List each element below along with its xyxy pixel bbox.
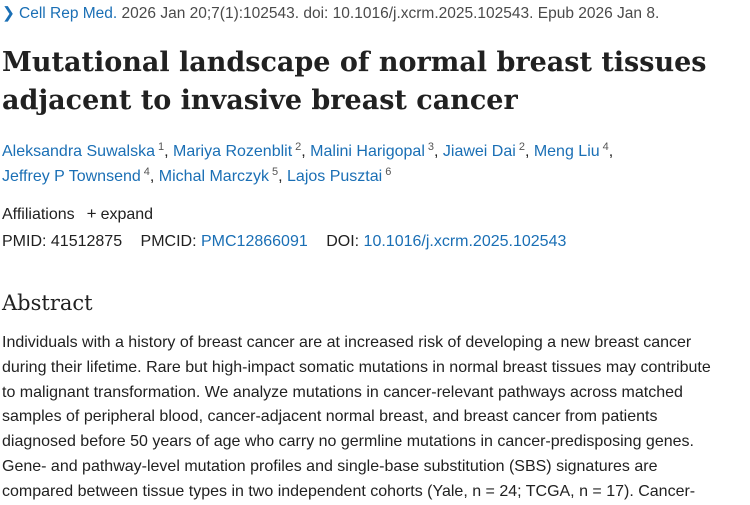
affiliation-ref[interactable]: 2 <box>295 141 302 153</box>
abstract-text: Individuals with a history of breast can… <box>2 331 750 505</box>
author-link[interactable]: Lajos Pusztai 6 <box>287 166 392 186</box>
title-line-1: Mutational landscape of normal breast ti… <box>2 47 707 78</box>
citation-line: ❯ Cell Rep Med. 2026 Jan 20;7(1):102543. … <box>2 3 748 25</box>
author-list: Aleksandra Suwalska 1, Mariya Rozenblit 2,… <box>2 141 614 186</box>
chevron-right-icon[interactable]: ❯ <box>2 5 15 22</box>
affiliation-ref[interactable]: 6 <box>385 166 392 178</box>
affiliation-ref[interactable]: 4 <box>143 166 150 178</box>
affiliation-ref[interactable]: 5 <box>272 166 279 178</box>
pmid-value: 41512875 <box>50 233 123 250</box>
pmcid-label: PMCID: <box>140 233 197 250</box>
abstract-line: Individuals with a history of breast can… <box>2 334 692 351</box>
doi-link[interactable]: 10.1016/j.xcrm.2025.102543 <box>363 233 567 250</box>
affiliation-ref[interactable]: 4 <box>602 141 609 153</box>
plus-icon: + <box>86 204 97 223</box>
abstract-line: Gene- and pathway-level mutation profile… <box>2 457 658 475</box>
affiliation-ref[interactable]: 1 <box>157 141 165 153</box>
author-link[interactable]: Michal Marczyk 5 <box>158 166 279 186</box>
author-link[interactable]: Meng Liu 4 <box>533 141 609 161</box>
abstract-line: diagnosed before 50 years of age who car… <box>2 433 694 451</box>
doi-label: DOI: <box>326 233 360 250</box>
affiliation-ref[interactable]: 3 <box>427 141 434 153</box>
citation-details: 2026 Jan 20;7(1):102543. doi: 10.1016/j.… <box>121 5 660 22</box>
affiliations-toggle[interactable]: Affiliations + expand <box>2 203 153 226</box>
author-link[interactable]: Mariya Rozenblit 2 <box>172 141 302 161</box>
abstract-line: samples of peripheral blood, cancer-adja… <box>2 408 658 426</box>
author-link[interactable]: Malini Harigopal 3 <box>310 141 434 161</box>
journal-link[interactable]: Cell Rep Med. <box>19 5 118 22</box>
author-link[interactable]: Jiawei Dai 2 <box>442 141 525 161</box>
identifier-row: PMID: 41512875 PMCID: PMC12866091 DOI: 1… <box>2 231 566 253</box>
abstract-heading: Abstract <box>2 291 93 315</box>
abstract-line: during their lifetime. Rare but high-imp… <box>2 358 711 376</box>
abstract-line: to malignant transformation. We analyze … <box>2 383 683 401</box>
author-link[interactable]: Aleksandra Suwalska 1 <box>2 141 165 161</box>
author-link[interactable]: Jeffrey P Townsend 4 <box>2 166 150 186</box>
affiliation-ref[interactable]: 2 <box>518 141 525 153</box>
abstract-line: compared between tissue types in two ind… <box>2 482 696 500</box>
pmcid-link[interactable]: PMC12866091 <box>201 233 308 250</box>
pmid-label: PMID: <box>2 233 47 250</box>
title-line-2: adjacent to invasive breast cancer <box>2 85 518 116</box>
expand-label[interactable]: expand <box>100 206 154 223</box>
affiliations-label: Affiliations <box>2 206 75 223</box>
article-title: Mutational landscape of normal breast ti… <box>2 44 742 120</box>
